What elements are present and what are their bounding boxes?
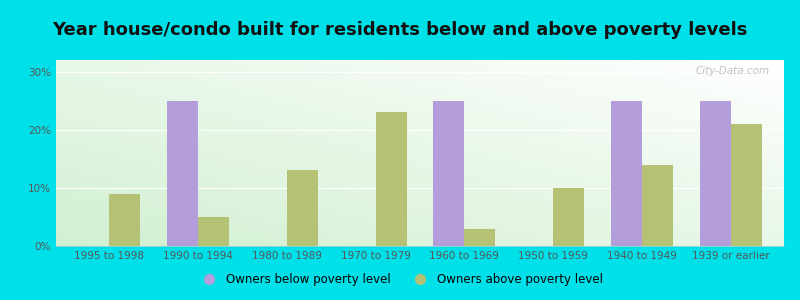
Bar [167, 101, 198, 246]
Bar [110, 194, 140, 246]
Bar [434, 101, 464, 246]
Bar [198, 217, 229, 246]
Bar [611, 101, 642, 246]
Bar [464, 229, 495, 246]
Bar [376, 112, 406, 246]
Bar [700, 101, 730, 246]
Bar [287, 170, 318, 246]
Bar [730, 124, 762, 246]
Text: City-Data.com: City-Data.com [695, 66, 770, 76]
Bar [553, 188, 584, 246]
Legend: Owners below poverty level, Owners above poverty level: Owners below poverty level, Owners above… [193, 269, 607, 291]
Bar [642, 165, 673, 246]
Text: Year house/condo built for residents below and above poverty levels: Year house/condo built for residents bel… [52, 21, 748, 39]
